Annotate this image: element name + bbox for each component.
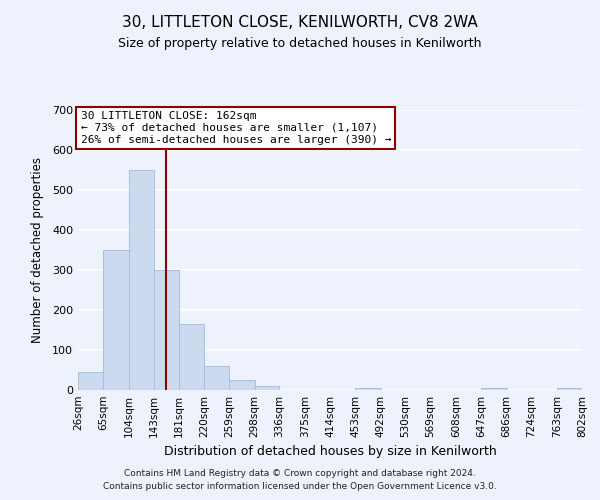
Text: Contains public sector information licensed under the Open Government Licence v3: Contains public sector information licen… xyxy=(103,482,497,491)
Text: Contains HM Land Registry data © Crown copyright and database right 2024.: Contains HM Land Registry data © Crown c… xyxy=(124,468,476,477)
Bar xyxy=(154,270,179,390)
Bar xyxy=(103,250,128,390)
Bar xyxy=(254,386,280,390)
Bar xyxy=(557,388,582,390)
Bar xyxy=(179,324,204,390)
Bar xyxy=(204,366,229,390)
X-axis label: Distribution of detached houses by size in Kenilworth: Distribution of detached houses by size … xyxy=(164,446,496,458)
Y-axis label: Number of detached properties: Number of detached properties xyxy=(31,157,44,343)
Bar xyxy=(128,170,154,390)
Bar xyxy=(355,388,380,390)
Bar xyxy=(229,380,254,390)
Text: Size of property relative to detached houses in Kenilworth: Size of property relative to detached ho… xyxy=(118,38,482,51)
Bar xyxy=(481,388,506,390)
Text: 30, LITTLETON CLOSE, KENILWORTH, CV8 2WA: 30, LITTLETON CLOSE, KENILWORTH, CV8 2WA xyxy=(122,15,478,30)
Text: 30 LITTLETON CLOSE: 162sqm
← 73% of detached houses are smaller (1,107)
26% of s: 30 LITTLETON CLOSE: 162sqm ← 73% of deta… xyxy=(80,112,391,144)
Bar xyxy=(78,372,103,390)
